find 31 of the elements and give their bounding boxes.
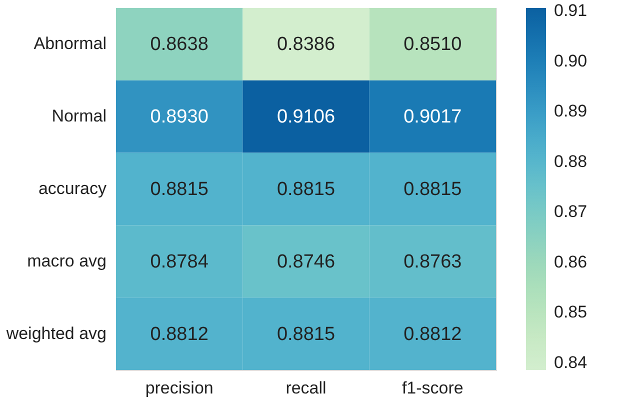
color-bar-label: 0.85	[554, 302, 588, 322]
data-label: 0.8638	[150, 34, 208, 56]
data-label: 0.8386	[276, 34, 336, 56]
color-bar-label: 0.87	[554, 202, 588, 222]
y-tick-label: macro avg	[27, 251, 106, 270]
data-label: 0.8784	[150, 251, 209, 272]
data-label: 0.8746	[276, 251, 336, 272]
x-tick-label: f1-score	[402, 378, 464, 398]
data-label: 0.9106	[276, 106, 336, 128]
data-label: 0.8815	[276, 324, 336, 345]
data-label: 0.8812	[404, 324, 462, 345]
data-label: 0.8763	[404, 251, 462, 272]
data-label: 0.8815	[276, 179, 336, 200]
y-tick-label: weighted avg	[5, 324, 106, 343]
data-label: 0.8815	[404, 179, 462, 200]
data-label: 0.9017	[404, 106, 462, 128]
y-tick-label: Normal	[52, 106, 106, 126]
color-bar-label: 0.91	[554, 1, 588, 20]
data-label: 0.8510	[404, 34, 462, 56]
data-label: 0.8930	[150, 106, 208, 128]
x-tick-label: precision	[145, 378, 214, 398]
data-label: 0.8815	[150, 179, 208, 200]
color-bar-label: 0.84	[554, 352, 588, 372]
color-bar-label: 0.88	[554, 152, 588, 171]
x-tick-label: recall	[286, 378, 326, 398]
color-bar-label: 0.86	[554, 252, 588, 272]
y-tick-label: Abnormal	[34, 34, 106, 54]
data-label: 0.8812	[150, 324, 208, 345]
color-bar-label: 0.89	[554, 102, 588, 121]
color-bar-label: 0.90	[554, 51, 588, 70]
y-tick-label: accuracy	[38, 179, 107, 198]
